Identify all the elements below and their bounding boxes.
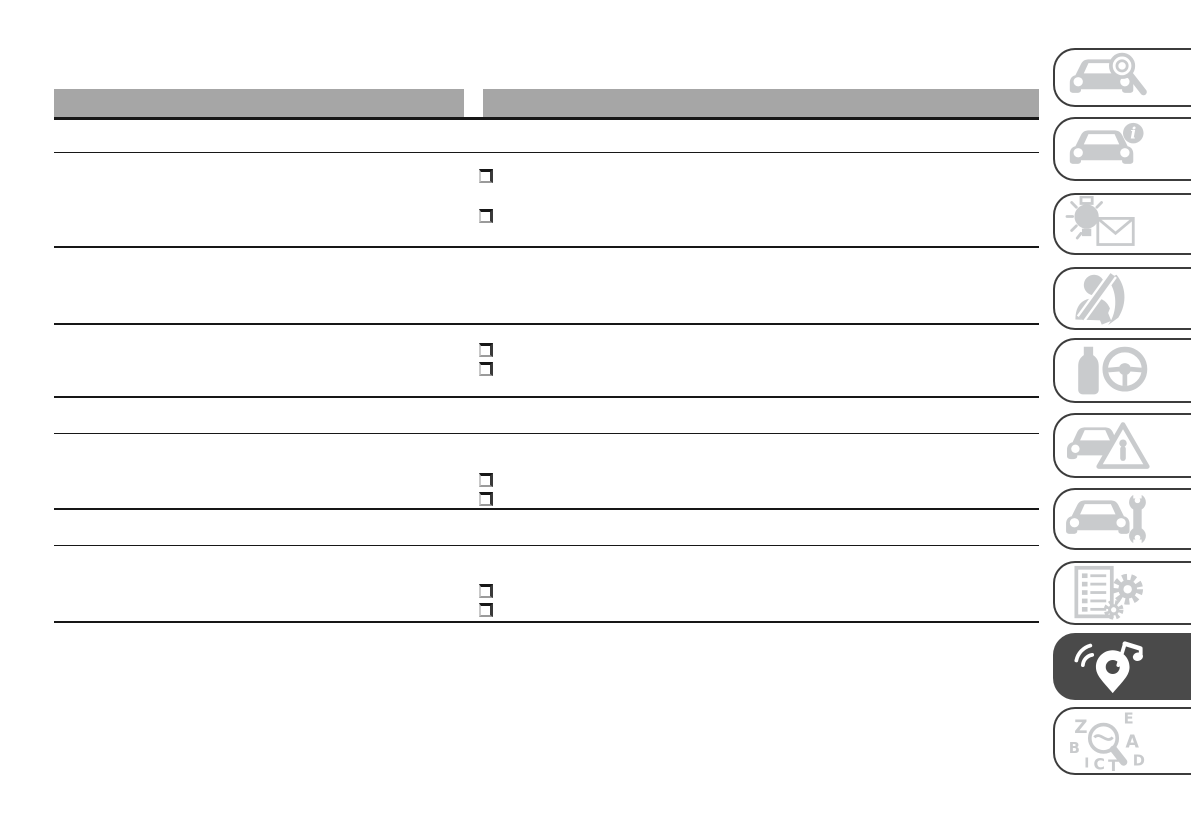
sidebar-item-technical-data[interactable] [1053, 561, 1191, 625]
sidebar-item-servicing-and-care[interactable] [1053, 488, 1191, 550]
table-row-7 [54, 510, 1039, 546]
list-bullet [479, 169, 493, 183]
sidebar-item-starting-and-driving[interactable] [1053, 338, 1191, 403]
sidebar-item-in-an-emergency[interactable] [1053, 413, 1191, 478]
table-row-4 [54, 325, 1039, 398]
bottle-steering-wheel-icon [1063, 343, 1155, 399]
svg-text:A: A [1125, 732, 1139, 752]
occupant-seatbelt-icon [1063, 271, 1155, 327]
sidebar-item-warning-lights-and-messages[interactable] [1053, 193, 1191, 255]
table-row-3 [54, 248, 1039, 325]
table-body [54, 120, 1039, 623]
chapter-tab-bar: i [1053, 0, 1191, 839]
svg-text:E: E [1124, 711, 1134, 728]
table-row-5 [54, 398, 1039, 434]
list-bullet [479, 209, 493, 223]
sidebar-item-safety-seatbelt[interactable] [1053, 267, 1191, 330]
svg-text:Z: Z [1074, 717, 1087, 738]
table-row-6 [54, 434, 1039, 510]
car-info-icon: i [1063, 121, 1155, 177]
svg-text:i: i [1130, 124, 1136, 143]
checklist-gears-icon [1063, 565, 1155, 621]
sidebar-item-vehicle-information[interactable]: i [1053, 117, 1191, 181]
car-wrench-icon [1063, 491, 1155, 547]
svg-text:D: D [1133, 753, 1145, 770]
list-bullet [479, 584, 493, 598]
table-header-row [54, 89, 1039, 117]
list-bullet [479, 492, 493, 506]
list-bullet [479, 362, 493, 376]
table-header-col2 [483, 89, 1039, 117]
list-bullet [479, 343, 493, 357]
sidebar-item-multimedia[interactable] [1053, 633, 1191, 700]
bulb-envelope-icon [1063, 196, 1155, 252]
music-pin-wifi-icon [1063, 639, 1155, 695]
table-row-8 [54, 546, 1039, 623]
table-row-2 [54, 153, 1039, 248]
list-bullet [479, 603, 493, 617]
car-warning-triangle-icon [1063, 418, 1155, 474]
svg-text:B: B [1069, 740, 1080, 757]
car-magnifier-icon [1063, 50, 1155, 106]
sidebar-item-vehicle-overview[interactable] [1053, 48, 1191, 107]
table-header-col1 [54, 89, 464, 117]
svg-text:I: I [1084, 756, 1089, 772]
table-row-1 [54, 120, 1039, 153]
header-underline [54, 117, 1039, 120]
list-bullet [479, 473, 493, 487]
doc-table [54, 89, 1039, 623]
svg-text:C: C [1093, 755, 1104, 773]
svg-text:T: T [1108, 757, 1119, 773]
